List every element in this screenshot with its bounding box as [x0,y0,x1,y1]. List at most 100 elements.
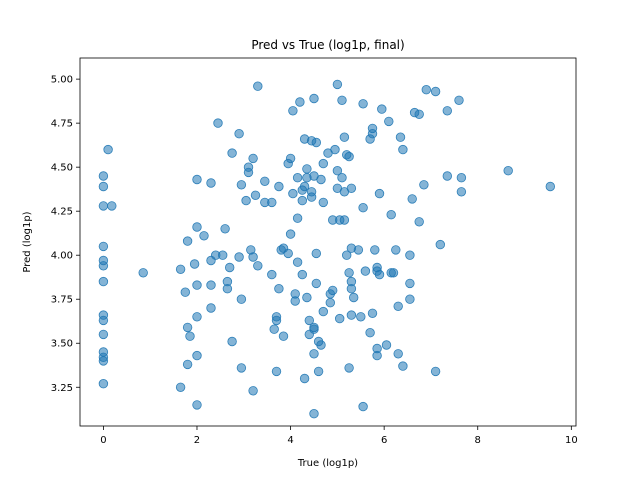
data-point [288,188,298,199]
data-point [250,190,261,201]
data-point [304,315,315,326]
y-tick-label: 4.00 [51,251,73,262]
data-point [339,132,350,142]
x-tick-label: 10 [565,435,578,446]
x-tick-label: 6 [381,435,387,446]
data-point [318,197,329,208]
data-point [419,180,429,190]
data-point [192,350,202,361]
chart-title: Pred vs True (log1p, final) [251,38,404,52]
data-point [98,329,109,340]
data-point [372,350,382,361]
data-point [302,164,312,174]
data-point [306,192,317,202]
data-point [213,118,223,128]
data-point [316,340,326,350]
data-point [311,248,322,259]
data-point [98,241,109,252]
data-point [384,116,394,127]
data-point [370,245,380,255]
data-point [299,181,310,192]
y-tick-label: 4.25 [51,207,73,218]
data-point [98,261,109,271]
data-point [388,268,399,278]
data-point [395,132,406,142]
data-point [98,276,109,287]
data-point [192,280,202,290]
data-point [297,269,308,280]
data-point [227,336,237,347]
data-point [175,264,186,275]
data-point [339,215,350,225]
y-tick-label: 5.00 [51,75,73,86]
data-point [138,268,148,278]
data-point [311,278,322,289]
data-point [414,217,424,227]
data-point [435,239,446,250]
data-point [253,261,263,271]
data-point [182,236,193,246]
x-tick-label: 2 [194,435,200,446]
x-tick-label: 4 [287,435,293,446]
data-point [98,379,109,389]
data-point [414,109,424,120]
data-point [299,373,310,384]
data-point [292,172,303,183]
data-point [278,331,289,341]
data-point [192,312,202,322]
data-point [332,165,343,176]
data-point [393,349,403,359]
data-point [292,257,303,267]
data-point [381,340,392,350]
data-point [288,106,298,116]
data-point [309,409,319,419]
data-point [98,356,109,366]
data-point [180,287,191,297]
data-point [236,294,247,304]
data-point [386,209,396,220]
data-point [342,250,352,260]
data-point [398,361,408,371]
data-point [374,188,385,199]
data-point [175,382,186,393]
x-axis-label: True (log1p) [297,458,358,469]
data-point [344,151,354,162]
data-point [430,366,441,377]
data-point [192,222,202,232]
data-point [325,298,336,308]
y-tick-label: 3.75 [51,295,73,306]
data-point [236,180,247,190]
y-axis-label: Pred (log1p) [22,211,33,272]
data-point [227,148,237,158]
data-point [285,229,296,239]
data-point [283,248,293,259]
data-point [98,181,109,192]
data-point [545,181,556,192]
data-point [309,349,319,359]
data-point [236,363,247,373]
data-point [189,259,200,269]
data-point [318,158,329,169]
data-point [360,266,371,276]
x-tick-label: 8 [475,435,481,446]
data-point [103,144,113,155]
data-point [222,284,233,294]
data-point [454,95,464,106]
data-point [367,308,378,319]
x-tick-label: 0 [100,435,106,446]
data-point [241,195,251,206]
data-point [309,324,319,334]
data-point [503,165,513,176]
data-point [346,310,357,320]
data-point [271,315,282,326]
data-point [330,144,340,155]
data-point [374,269,385,280]
data-point [182,359,193,370]
data-point [456,187,467,197]
data-point [206,178,216,188]
data-point [398,144,408,155]
data-point [309,93,319,104]
data-point [107,201,117,211]
data-point [405,250,415,260]
